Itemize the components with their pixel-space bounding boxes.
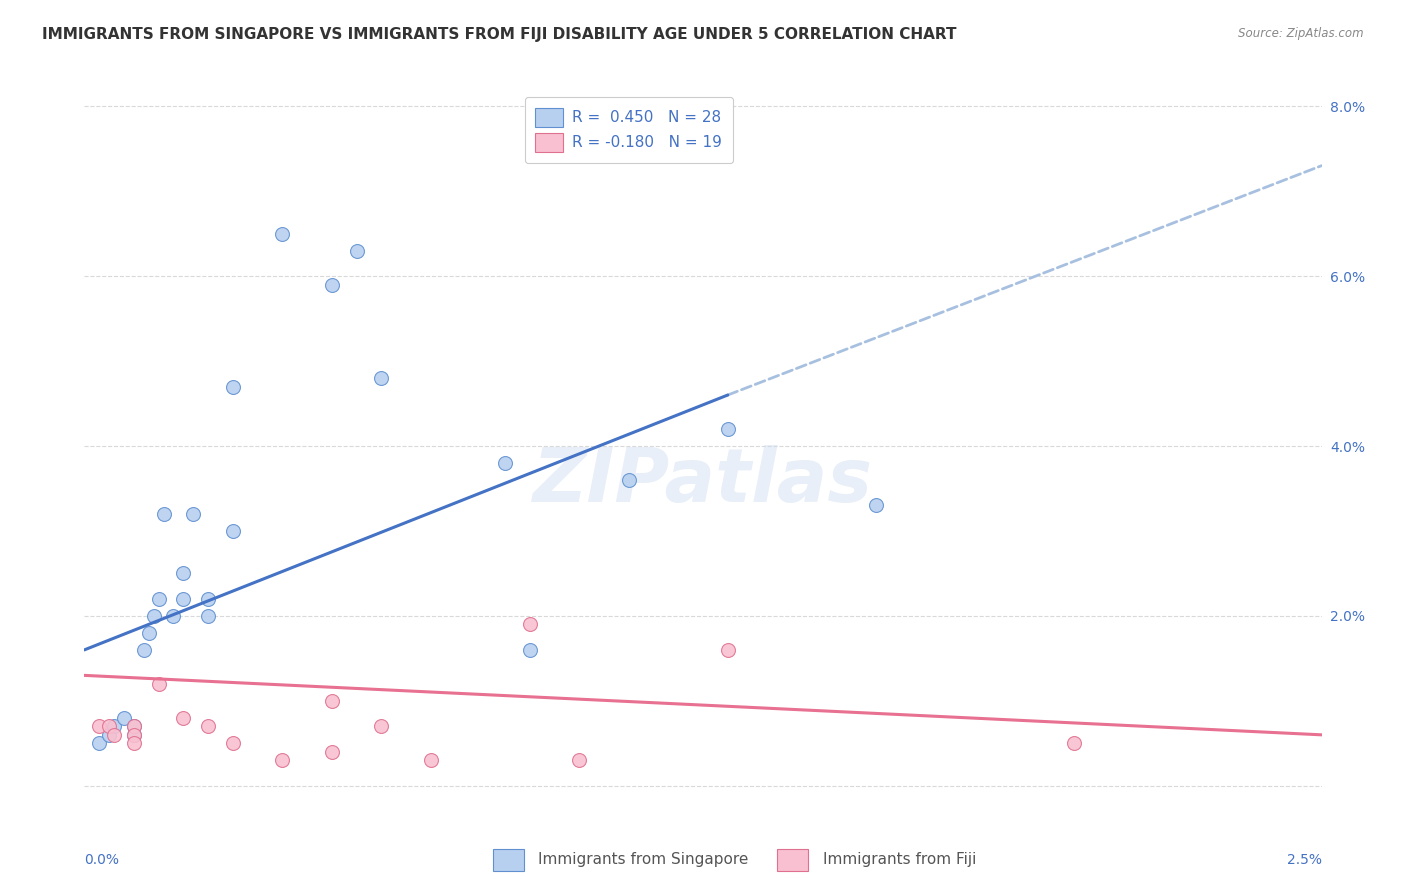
Point	[321, 694, 343, 708]
Point	[148, 677, 170, 691]
Legend: R =  0.450   N = 28, R = -0.180   N = 19: R = 0.450 N = 28, R = -0.180 N = 19	[524, 97, 733, 163]
Point	[98, 719, 121, 733]
Point	[142, 608, 165, 623]
Point	[172, 566, 194, 581]
Point	[112, 711, 135, 725]
Point	[172, 591, 194, 606]
Point	[172, 711, 194, 725]
Point	[568, 753, 591, 767]
Point	[197, 719, 219, 733]
Point	[152, 507, 174, 521]
Point	[370, 719, 392, 733]
Point	[222, 524, 245, 538]
Text: Source: ZipAtlas.com: Source: ZipAtlas.com	[1239, 27, 1364, 40]
Point	[122, 728, 145, 742]
Text: Immigrants from Singapore: Immigrants from Singapore	[538, 853, 749, 867]
Point	[89, 736, 111, 750]
Point	[271, 753, 294, 767]
Point	[197, 591, 219, 606]
Point	[132, 643, 155, 657]
Text: Immigrants from Fiji: Immigrants from Fiji	[823, 853, 976, 867]
Point	[148, 591, 170, 606]
Point	[419, 753, 441, 767]
Point	[122, 719, 145, 733]
Point	[519, 617, 541, 632]
Point	[519, 643, 541, 657]
Point	[617, 473, 640, 487]
Point	[370, 371, 392, 385]
Point	[98, 728, 121, 742]
Text: IMMIGRANTS FROM SINGAPORE VS IMMIGRANTS FROM FIJI DISABILITY AGE UNDER 5 CORRELA: IMMIGRANTS FROM SINGAPORE VS IMMIGRANTS …	[42, 27, 956, 42]
Point	[865, 499, 887, 513]
Point	[222, 736, 245, 750]
Y-axis label: Disability Age Under 5: Disability Age Under 5	[0, 368, 7, 524]
FancyBboxPatch shape	[492, 849, 523, 871]
Point	[197, 608, 219, 623]
Point	[494, 456, 516, 470]
Point	[162, 608, 184, 623]
Point	[717, 643, 740, 657]
Point	[1063, 736, 1085, 750]
Point	[122, 728, 145, 742]
Point	[717, 422, 740, 436]
FancyBboxPatch shape	[778, 849, 808, 871]
Text: 0.0%: 0.0%	[84, 853, 120, 867]
Point	[321, 745, 343, 759]
Text: 2.5%: 2.5%	[1286, 853, 1322, 867]
Point	[103, 728, 125, 742]
Point	[103, 719, 125, 733]
Point	[122, 719, 145, 733]
Point	[321, 277, 343, 292]
Point	[271, 227, 294, 241]
Point	[346, 244, 368, 258]
Point	[181, 507, 204, 521]
Point	[138, 626, 160, 640]
Point	[222, 379, 245, 393]
Text: ZIPatlas: ZIPatlas	[533, 445, 873, 518]
Point	[122, 736, 145, 750]
Point	[89, 719, 111, 733]
